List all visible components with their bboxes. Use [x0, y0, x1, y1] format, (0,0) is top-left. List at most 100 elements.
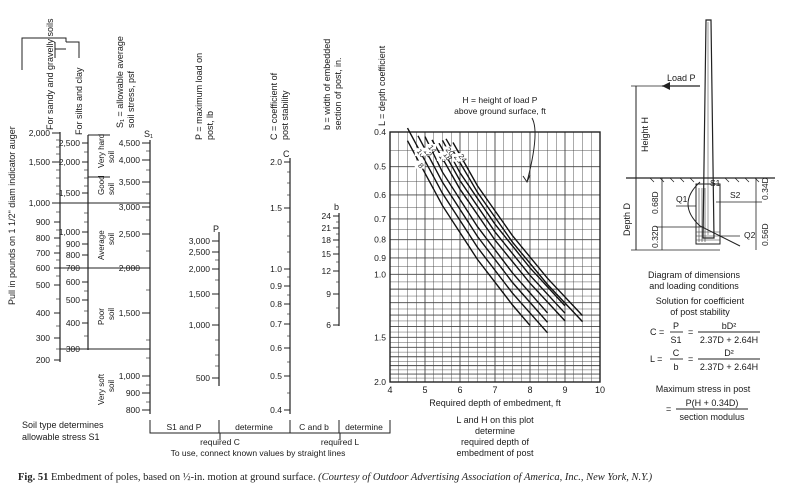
- s1-axis-symbol: S₁: [144, 129, 153, 139]
- svg-text:500: 500: [66, 295, 80, 305]
- post-shape: [702, 19, 715, 239]
- force-q2: Q2: [744, 230, 756, 240]
- caption-figure-number: Fig. 51: [18, 472, 49, 483]
- svg-text:=: =: [688, 354, 693, 364]
- svg-text:2,500: 2,500: [189, 247, 211, 257]
- curve-h-8: [406, 140, 531, 326]
- x-tick-label: 5: [422, 385, 427, 395]
- svg-text:200: 200: [36, 355, 50, 365]
- svg-text:800: 800: [36, 233, 50, 243]
- curve-h-10: [406, 127, 549, 334]
- caption-text: Embedment of poles, based on ½-in. motio…: [50, 472, 316, 483]
- s1-axis-label-1: S₁ = allowable average: [115, 36, 125, 128]
- chart-note-line-3: required depth of: [461, 437, 530, 447]
- svg-text:3,000: 3,000: [119, 202, 141, 212]
- svg-text:2,000: 2,000: [119, 263, 141, 273]
- svg-text:800: 800: [126, 405, 140, 415]
- svg-text:C =: C =: [650, 327, 664, 337]
- svg-text:2,000: 2,000: [59, 157, 81, 167]
- y-tick-label: 1.5: [374, 332, 386, 342]
- c-formula: C = P S1 = bD² 2.37D + 2.64H: [650, 321, 760, 345]
- soil-class-poor: Poor: [97, 308, 106, 325]
- curve-label-bg: [414, 148, 425, 157]
- curve-h-18: [438, 142, 566, 314]
- stress-title: Maximum stress in post: [656, 384, 751, 394]
- y-tick-label: 0.9: [374, 253, 386, 263]
- ground-hatching: [649, 177, 760, 183]
- y-tick-label: 0.6: [374, 190, 386, 200]
- soil-header-bracket: [21, 37, 80, 70]
- soil-class-dividers: [60, 134, 150, 350]
- p-axis-label-1: P = maximum load on: [194, 53, 204, 140]
- chart-y-ticks: 0.4 0.5 0.6 0.7 0.8 0.9 1.0 1.5 2.0: [374, 127, 386, 387]
- b-axis-label-2: section of post, in.: [333, 57, 343, 130]
- soil-class-poor-soil: soil: [107, 308, 116, 320]
- chart-frame: [389, 131, 601, 383]
- svg-text:1,000: 1,000: [59, 227, 81, 237]
- svg-text:900: 900: [36, 217, 50, 227]
- chart-title-line-1: H = height of load P: [463, 95, 538, 105]
- y-tick-label: 0.4: [374, 127, 386, 137]
- depth-label: Depth D: [622, 202, 632, 236]
- curve-label-bg: [441, 151, 452, 160]
- svg-text:800: 800: [66, 250, 80, 260]
- soil-class-good-soil: soil: [107, 183, 116, 195]
- x-tick-label: 7: [492, 385, 497, 395]
- dim-032d: 0.32D: [650, 225, 660, 248]
- curve-h-16: [431, 139, 566, 322]
- force-s2: S2: [730, 190, 741, 200]
- dim-034d: 0.34D: [760, 177, 770, 200]
- curve-h-22: [445, 138, 584, 323]
- soil-class-very-hard: Very hard: [97, 134, 106, 168]
- y-tick-label: 2.0: [374, 377, 386, 387]
- svg-text:500: 500: [36, 280, 50, 290]
- svg-text:900: 900: [66, 239, 80, 249]
- bracket-s1-and-p: S1 and P: [167, 422, 202, 432]
- b-axis-ticks: 24 21 18 15 12 9 6: [322, 211, 339, 330]
- embedment-chart: 4 5 6 7 8 9 10 0.4 0.5 0.6 0.7 0.8 0.9 1.0 1.5 2.0 8 10…: [374, 93, 605, 458]
- curve-label-h-8: 8: [416, 161, 426, 170]
- svg-text:0.8: 0.8: [270, 299, 282, 309]
- soil-class-very-soft: Very soft: [97, 373, 106, 405]
- svg-text:1,500: 1,500: [29, 157, 51, 167]
- c-axis-minor-ticks: [287, 171, 290, 394]
- s1-axis-ticks: 4,500 4,000 3,500 3,000 2,500 2,000 1,50…: [119, 138, 150, 415]
- svg-text:4,500: 4,500: [119, 138, 141, 148]
- curve-label-bg: [443, 146, 454, 155]
- soil-class-very-hard-soil: soil: [107, 151, 116, 163]
- curve-h-24: [452, 142, 584, 317]
- svg-text:0.6: 0.6: [270, 343, 282, 353]
- svg-text:1,500: 1,500: [59, 188, 81, 198]
- svg-text:0.5: 0.5: [270, 371, 282, 381]
- y-tick-label: 0.5: [374, 162, 386, 172]
- svg-text:600: 600: [66, 277, 80, 287]
- svg-text:1,500: 1,500: [189, 289, 211, 299]
- soil-class-very-soft-soil: soil: [107, 380, 116, 392]
- svg-text:4,000: 4,000: [119, 155, 141, 165]
- chart-x-label: Required depth of embedment, ft: [429, 398, 561, 408]
- soil-class-average-soil: soil: [107, 233, 116, 245]
- pressure-curve: [687, 181, 741, 247]
- nomograph: Pull in pounds on 1 1/2" diam indicator …: [7, 18, 391, 458]
- chart-x-ticks: 4 5 6 7 8 9 10: [387, 385, 605, 395]
- soil-class-average: Average: [97, 230, 106, 260]
- svg-text:900: 900: [126, 388, 140, 398]
- svg-text:9: 9: [326, 289, 331, 299]
- svg-text:0.7: 0.7: [270, 319, 282, 329]
- figure-caption: Fig. 51 Embedment of poles, based on ½-i…: [18, 472, 788, 483]
- bottom-brackets: [149, 420, 391, 440]
- curve-h-20: [441, 139, 566, 307]
- chart-note-line-2: determine: [475, 426, 515, 436]
- chart-title-line-2: above ground surface, ft: [454, 106, 546, 116]
- x-tick-label: 8: [527, 385, 532, 395]
- c-axis-ticks: 2.0 1.5 1.0 0.9 0.8 0.7 0.6 0.5 0.4: [270, 157, 290, 415]
- svg-text:3,000: 3,000: [189, 236, 211, 246]
- l-formula: L = C b = D² 2.37D + 2.64H: [650, 348, 760, 372]
- svg-text:2.37D + 2.64H: 2.37D + 2.64H: [700, 335, 758, 345]
- pressure-hatching: [696, 188, 720, 242]
- s1-axis-label-2: soil stress, psf: [126, 70, 136, 128]
- silts-clay-header: For silts and clay: [74, 67, 84, 135]
- svg-text:D²: D²: [724, 348, 734, 358]
- svg-text:C: C: [673, 348, 680, 358]
- curve-h-12: [417, 135, 549, 323]
